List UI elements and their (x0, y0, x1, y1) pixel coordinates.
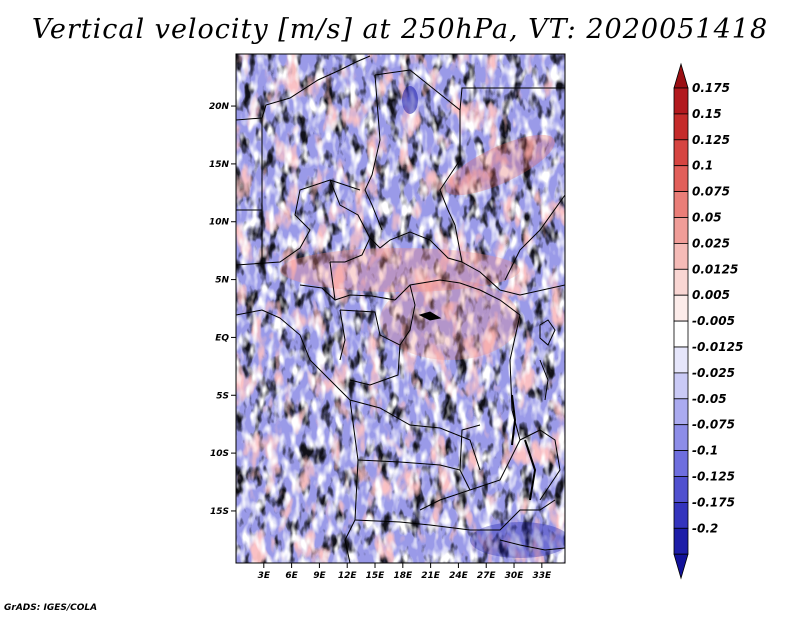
colorbar-label: 0.0125 (692, 262, 738, 276)
colorbar-label: -0.0125 (692, 340, 743, 354)
colorbar-swatch (673, 268, 689, 296)
latitude-axis: 20N 15N 10N 5N EQ 5S 10S 15S (209, 102, 236, 517)
colorbar-swatch (673, 450, 689, 477)
country-borders (236, 55, 565, 563)
colorbar-top-arrow (673, 62, 689, 89)
lat-tick-label: 15N (209, 160, 230, 170)
colorbar-swatch (673, 398, 689, 426)
colorbar-label: -0.1 (692, 444, 718, 458)
colorbar-label: -0.2 (692, 521, 718, 535)
colorbar-swatch (673, 501, 689, 529)
lat-tick-label: 10S (210, 449, 229, 459)
lon-tick-label: 12E (338, 571, 358, 581)
colorbar-swatch (673, 139, 689, 167)
velocity-field (236, 54, 565, 563)
colorbar-swatch (673, 372, 689, 400)
map-frame (235, 53, 566, 564)
lon-tick-label: 18E (393, 571, 413, 581)
colorbar-swatch (673, 476, 689, 503)
colorbar-label: 0.005 (692, 288, 730, 302)
lon-tick-label: 30E (505, 571, 525, 581)
lat-tick-label: 5S (216, 391, 229, 401)
colorbar-swatch (673, 242, 689, 270)
colorbar-swatch (673, 217, 689, 244)
colorbar-label: 0.075 (692, 185, 730, 199)
lakes-and-coasts (418, 311, 556, 501)
colorbar: 0.175 0.15 0.125 0.1 0.075 0.05 0.025 0.0125 0.0… (673, 62, 743, 580)
lat-tick-label: 15S (210, 507, 229, 517)
lon-tick-label: 6E (285, 571, 298, 581)
colorbar-label: 0.15 (692, 107, 722, 121)
lon-tick-label: 3E (258, 571, 271, 581)
colorbar-swatch (673, 424, 689, 452)
colorbar-swatch (673, 346, 689, 374)
colorbar-label: -0.05 (692, 392, 727, 406)
lat-tick-label: 10N (209, 218, 230, 228)
lat-tick-label: 5N (215, 276, 229, 286)
lat-tick-label: 20N (209, 102, 230, 112)
lon-tick-label: 15E (366, 571, 386, 581)
colorbar-swatch (673, 191, 689, 218)
colorbar-swatch (673, 527, 689, 555)
lon-tick-label: 21E (421, 571, 441, 581)
colorbar-bottom-arrow (673, 553, 689, 580)
colorbar-swatch (673, 320, 689, 348)
colorbar-label: 0.05 (692, 211, 722, 225)
colorbar-label: -0.005 (692, 314, 735, 328)
grads-credit: GrADS: IGES/COLA (4, 603, 98, 613)
colorbar-swatch (673, 165, 689, 192)
colorbar-label: 0.025 (692, 236, 730, 250)
lon-tick-label: 33E (532, 571, 552, 581)
colorbar-label: 0.175 (692, 81, 730, 95)
lon-tick-label: 27E (477, 571, 497, 581)
longitude-axis: 3E 6E 9E 12E 15E 18E 21E 24E 27E 30E 33E (258, 563, 552, 581)
colorbar-swatch (673, 87, 689, 115)
plot-title: Vertical velocity [m/s] at 250hPa, VT: 2… (31, 14, 769, 45)
colorbar-label: 0.1 (692, 159, 713, 173)
colorbar-label: -0.075 (692, 418, 735, 432)
lat-tick-label: EQ (215, 333, 229, 343)
colorbar-label: -0.175 (692, 495, 735, 509)
colorbar-label: -0.025 (692, 366, 735, 380)
colorbar-swatch (673, 113, 689, 141)
colorbar-swatch (673, 294, 689, 322)
colorbar-label: 0.125 (692, 133, 730, 147)
lon-tick-label: 24E (449, 571, 469, 581)
colorbar-label: -0.125 (692, 470, 735, 484)
lon-tick-label: 9E (313, 571, 326, 581)
